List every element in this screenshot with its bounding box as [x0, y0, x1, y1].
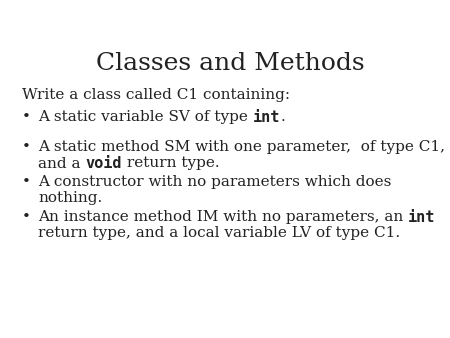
Text: .: .	[280, 110, 285, 124]
Text: return type.: return type.	[122, 156, 220, 170]
Text: A static variable SV of type: A static variable SV of type	[38, 110, 253, 124]
Text: An instance method IM with no parameters, an: An instance method IM with no parameters…	[38, 210, 408, 224]
Text: Classes and Methods: Classes and Methods	[96, 52, 365, 75]
Text: A constructor with no parameters which does: A constructor with no parameters which d…	[38, 175, 392, 189]
Text: A static method SM with one parameter,  of type C1,: A static method SM with one parameter, o…	[38, 140, 445, 154]
Text: and a: and a	[38, 156, 86, 170]
Text: nothing.: nothing.	[38, 192, 102, 206]
Text: Write a class called C1 containing:: Write a class called C1 containing:	[22, 88, 290, 102]
Text: int: int	[408, 210, 436, 225]
Text: •: •	[22, 140, 31, 154]
Text: •: •	[22, 110, 31, 124]
Text: void: void	[86, 156, 122, 171]
Text: return type, and a local variable LV of type C1.: return type, and a local variable LV of …	[38, 226, 400, 241]
Text: int: int	[253, 110, 280, 125]
Text: •: •	[22, 210, 31, 224]
Text: •: •	[22, 175, 31, 189]
